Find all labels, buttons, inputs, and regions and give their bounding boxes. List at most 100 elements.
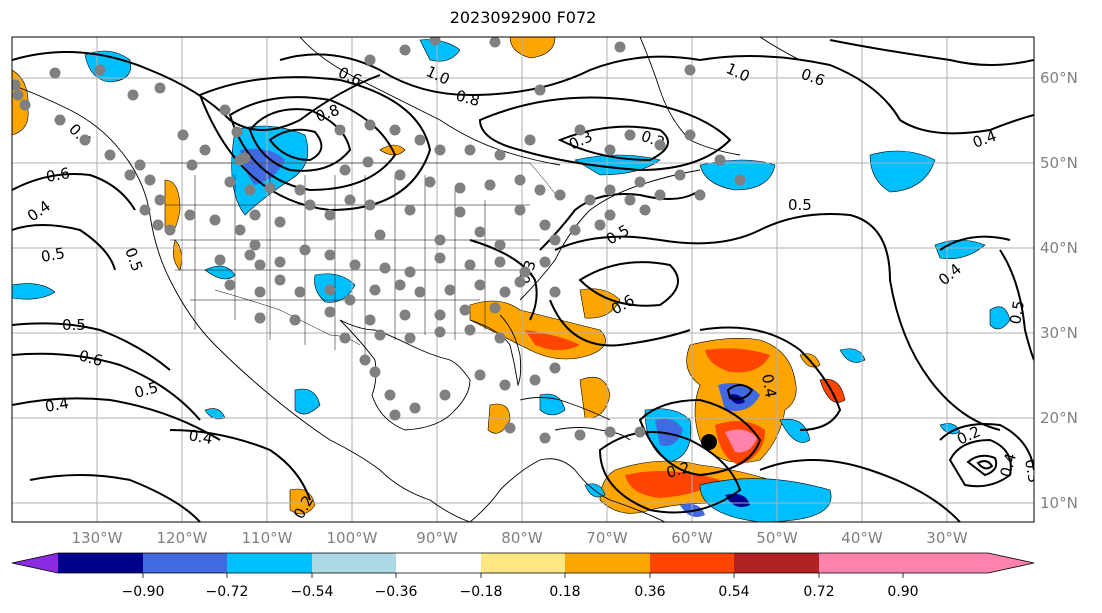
colorbar-tick-label: −0.90 xyxy=(122,584,165,600)
colorbar-tick-label: 0.36 xyxy=(634,584,665,600)
lat-label: 60°N xyxy=(1040,69,1078,87)
station-dot xyxy=(694,189,706,201)
contour-label: 0.4 xyxy=(758,373,780,400)
station-dot xyxy=(459,304,471,316)
station-dot xyxy=(234,224,246,236)
station-dot xyxy=(434,252,446,264)
colorbar-segment xyxy=(565,553,650,573)
station-dot xyxy=(529,374,541,386)
station-dot xyxy=(324,249,336,261)
lon-label: 60°W xyxy=(671,529,713,547)
colorbar-segment xyxy=(734,553,819,573)
colorbar-segment xyxy=(481,553,565,573)
station-dot xyxy=(12,79,21,91)
contour-label: 0.5 xyxy=(132,378,160,402)
station-dot xyxy=(369,284,381,296)
station-dot xyxy=(614,41,626,53)
colorbar-tick-label: −0.18 xyxy=(460,584,503,600)
station-dot xyxy=(494,149,506,161)
station-dot xyxy=(634,176,646,188)
station-dot xyxy=(154,82,166,94)
station-dot xyxy=(384,389,396,401)
latitude-labels: 60°N 50°N 40°N 30°N 20°N 10°N xyxy=(1040,69,1078,512)
station-dot xyxy=(454,206,466,218)
map-frame xyxy=(11,36,1035,523)
station-dot xyxy=(604,209,616,221)
station-dot xyxy=(624,129,636,141)
colorbar-tick-label: −0.54 xyxy=(291,584,334,600)
colorbar-segment xyxy=(903,553,988,573)
station-dot xyxy=(134,159,146,171)
station-dot xyxy=(379,262,391,274)
station-dot xyxy=(494,332,506,344)
station-dot xyxy=(399,309,411,321)
station-dot xyxy=(231,126,243,138)
station-dot xyxy=(464,259,476,271)
station-dot xyxy=(494,239,506,251)
station-dot xyxy=(152,219,164,231)
lon-label: 80°W xyxy=(501,529,543,547)
station-dot xyxy=(369,366,381,378)
station-dot xyxy=(374,229,386,241)
station-dot xyxy=(394,169,406,181)
map-plot-area: 0.6 1.0 1.0 0.6 0.8 0.8 0.3 0.2 0.4 0.6 … xyxy=(12,37,1043,522)
station-dot xyxy=(304,199,316,211)
station-dot xyxy=(414,286,426,298)
station-dot xyxy=(289,314,301,326)
station-dot xyxy=(574,429,586,441)
station-dot xyxy=(584,194,596,206)
lat-label: 40°N xyxy=(1040,239,1078,257)
station-dot xyxy=(489,302,501,314)
station-dot xyxy=(339,332,351,344)
colorbar-segment xyxy=(819,553,903,573)
station-dot xyxy=(224,176,236,188)
lat-label: 50°N xyxy=(1040,154,1078,172)
station-dot xyxy=(344,194,356,206)
station-dot xyxy=(54,114,66,126)
station-dot xyxy=(224,279,236,291)
station-dot xyxy=(494,256,506,268)
station-dot xyxy=(364,314,376,326)
station-dot xyxy=(144,174,156,186)
station-dot xyxy=(554,189,566,201)
lon-label: 100°W xyxy=(327,529,378,547)
station-dot xyxy=(404,332,416,344)
lat-label: 10°N xyxy=(1040,494,1078,512)
station-dot xyxy=(294,184,306,196)
station-dot xyxy=(484,179,496,191)
contour-label: 0.3 xyxy=(1021,458,1043,485)
station-dot xyxy=(514,174,526,186)
station-dot xyxy=(634,426,646,438)
station-dot xyxy=(499,379,511,391)
station-dot xyxy=(12,89,24,101)
political-borders xyxy=(160,162,561,355)
station-dot xyxy=(19,99,31,111)
station-dot xyxy=(324,209,336,221)
colorbar-tick-label: −0.36 xyxy=(375,584,418,600)
station-dot xyxy=(539,219,551,231)
longitude-labels: 130°W 120°W 110°W 100°W 90°W 80°W 70°W 6… xyxy=(72,529,968,547)
station-dot xyxy=(214,254,226,266)
colorbar-segment xyxy=(58,553,143,573)
station-dot xyxy=(219,104,231,116)
station-dot xyxy=(639,204,651,216)
station-dot xyxy=(127,89,139,101)
contour-label: 0.8 xyxy=(454,86,482,110)
station-dot xyxy=(274,256,286,268)
colorbar-tick-label: 0.72 xyxy=(803,584,834,600)
coastlines xyxy=(12,37,801,522)
station-dot xyxy=(574,124,586,136)
station-dot xyxy=(534,84,546,96)
station-dot xyxy=(514,276,526,288)
storm-center-marker xyxy=(701,434,717,450)
station-dot xyxy=(684,64,696,76)
station-dot xyxy=(199,144,211,156)
station-dot xyxy=(439,389,451,401)
contour-label: 0.6 xyxy=(45,164,72,186)
lon-label: 110°W xyxy=(242,529,293,547)
colorbar-segment xyxy=(396,553,481,573)
station-dot xyxy=(604,184,616,196)
station-dot xyxy=(362,156,374,168)
contour-label: 0.5 xyxy=(62,316,86,334)
station-dot xyxy=(684,129,696,141)
